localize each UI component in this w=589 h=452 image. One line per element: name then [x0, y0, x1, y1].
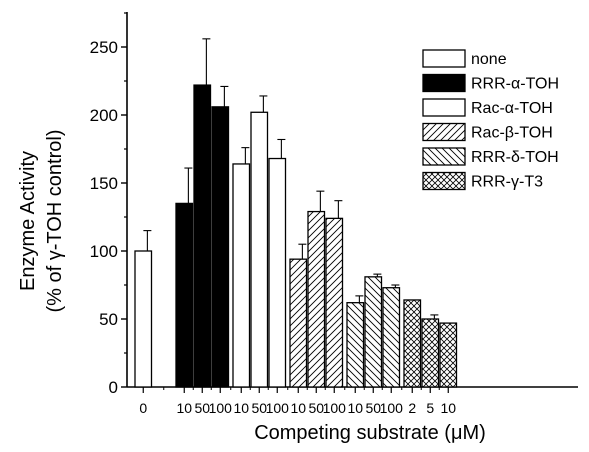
bar — [193, 84, 212, 388]
bar — [250, 111, 269, 388]
legend-label: RRR-γ-T3 — [471, 174, 543, 191]
y-tick-label: 150 — [90, 174, 118, 193]
y-tick-label: 200 — [90, 106, 118, 125]
bar — [134, 250, 153, 388]
bar — [232, 163, 251, 388]
x-tick-label: 5 — [426, 400, 434, 416]
x-axis-label: Competing substrate (μM) — [254, 422, 486, 444]
x-tick-label: 10 — [440, 400, 456, 416]
bar — [211, 106, 230, 388]
bar — [403, 299, 422, 388]
legend-label: Rac-α-TOH — [471, 100, 553, 117]
bar — [289, 258, 308, 388]
x-tick-label: 100 — [209, 400, 233, 416]
x-tick-label: 100 — [323, 400, 347, 416]
legend-swatch — [422, 49, 466, 68]
bar — [364, 276, 383, 388]
legend-swatch — [422, 98, 466, 117]
legend-label: Rac-β-TOH — [471, 125, 553, 142]
y-axis-label-line1: Enzyme Activity — [17, 151, 39, 291]
legend-swatch — [422, 147, 466, 166]
x-tick-label: 100 — [266, 400, 290, 416]
bar — [382, 287, 401, 388]
x-tick-label: 10 — [233, 400, 249, 416]
bar — [175, 202, 194, 388]
legend: none RRR-α-TOH Rac-α-TOH Rac-β-TOH RRR-δ-TOH… — [422, 49, 559, 191]
legend-swatch — [422, 73, 466, 93]
x-tick-label: 50 — [194, 400, 210, 416]
y-axis-label-line2: (% of γ-TOH control) — [44, 130, 66, 313]
x-tick-label: 0 — [139, 400, 147, 416]
y-tick-label: 50 — [99, 310, 118, 329]
y-tick-label: 0 — [109, 378, 118, 397]
x-tick-label: 50 — [251, 400, 267, 416]
x-tick-label: 50 — [308, 400, 324, 416]
legend-label: RRR-α-TOH — [471, 76, 559, 93]
x-tick-label: 2 — [408, 400, 416, 416]
x-tick-label: 10 — [347, 400, 363, 416]
legend-swatch — [422, 122, 466, 142]
bar — [307, 210, 326, 388]
y-tick-label: 250 — [90, 38, 118, 57]
legend-swatch — [422, 171, 466, 191]
x-tick-label: 100 — [380, 400, 404, 416]
bar — [421, 318, 440, 388]
y-tick-label: 100 — [90, 242, 118, 261]
legend-label: none — [471, 51, 507, 68]
bar — [325, 217, 344, 388]
bar — [439, 322, 458, 388]
bar — [268, 157, 287, 388]
bar — [346, 302, 365, 388]
legend-label: RRR-δ-TOH — [471, 149, 559, 166]
x-tick-label: 10 — [290, 400, 306, 416]
x-tick-label: 10 — [176, 400, 192, 416]
x-tick-label: 50 — [365, 400, 381, 416]
